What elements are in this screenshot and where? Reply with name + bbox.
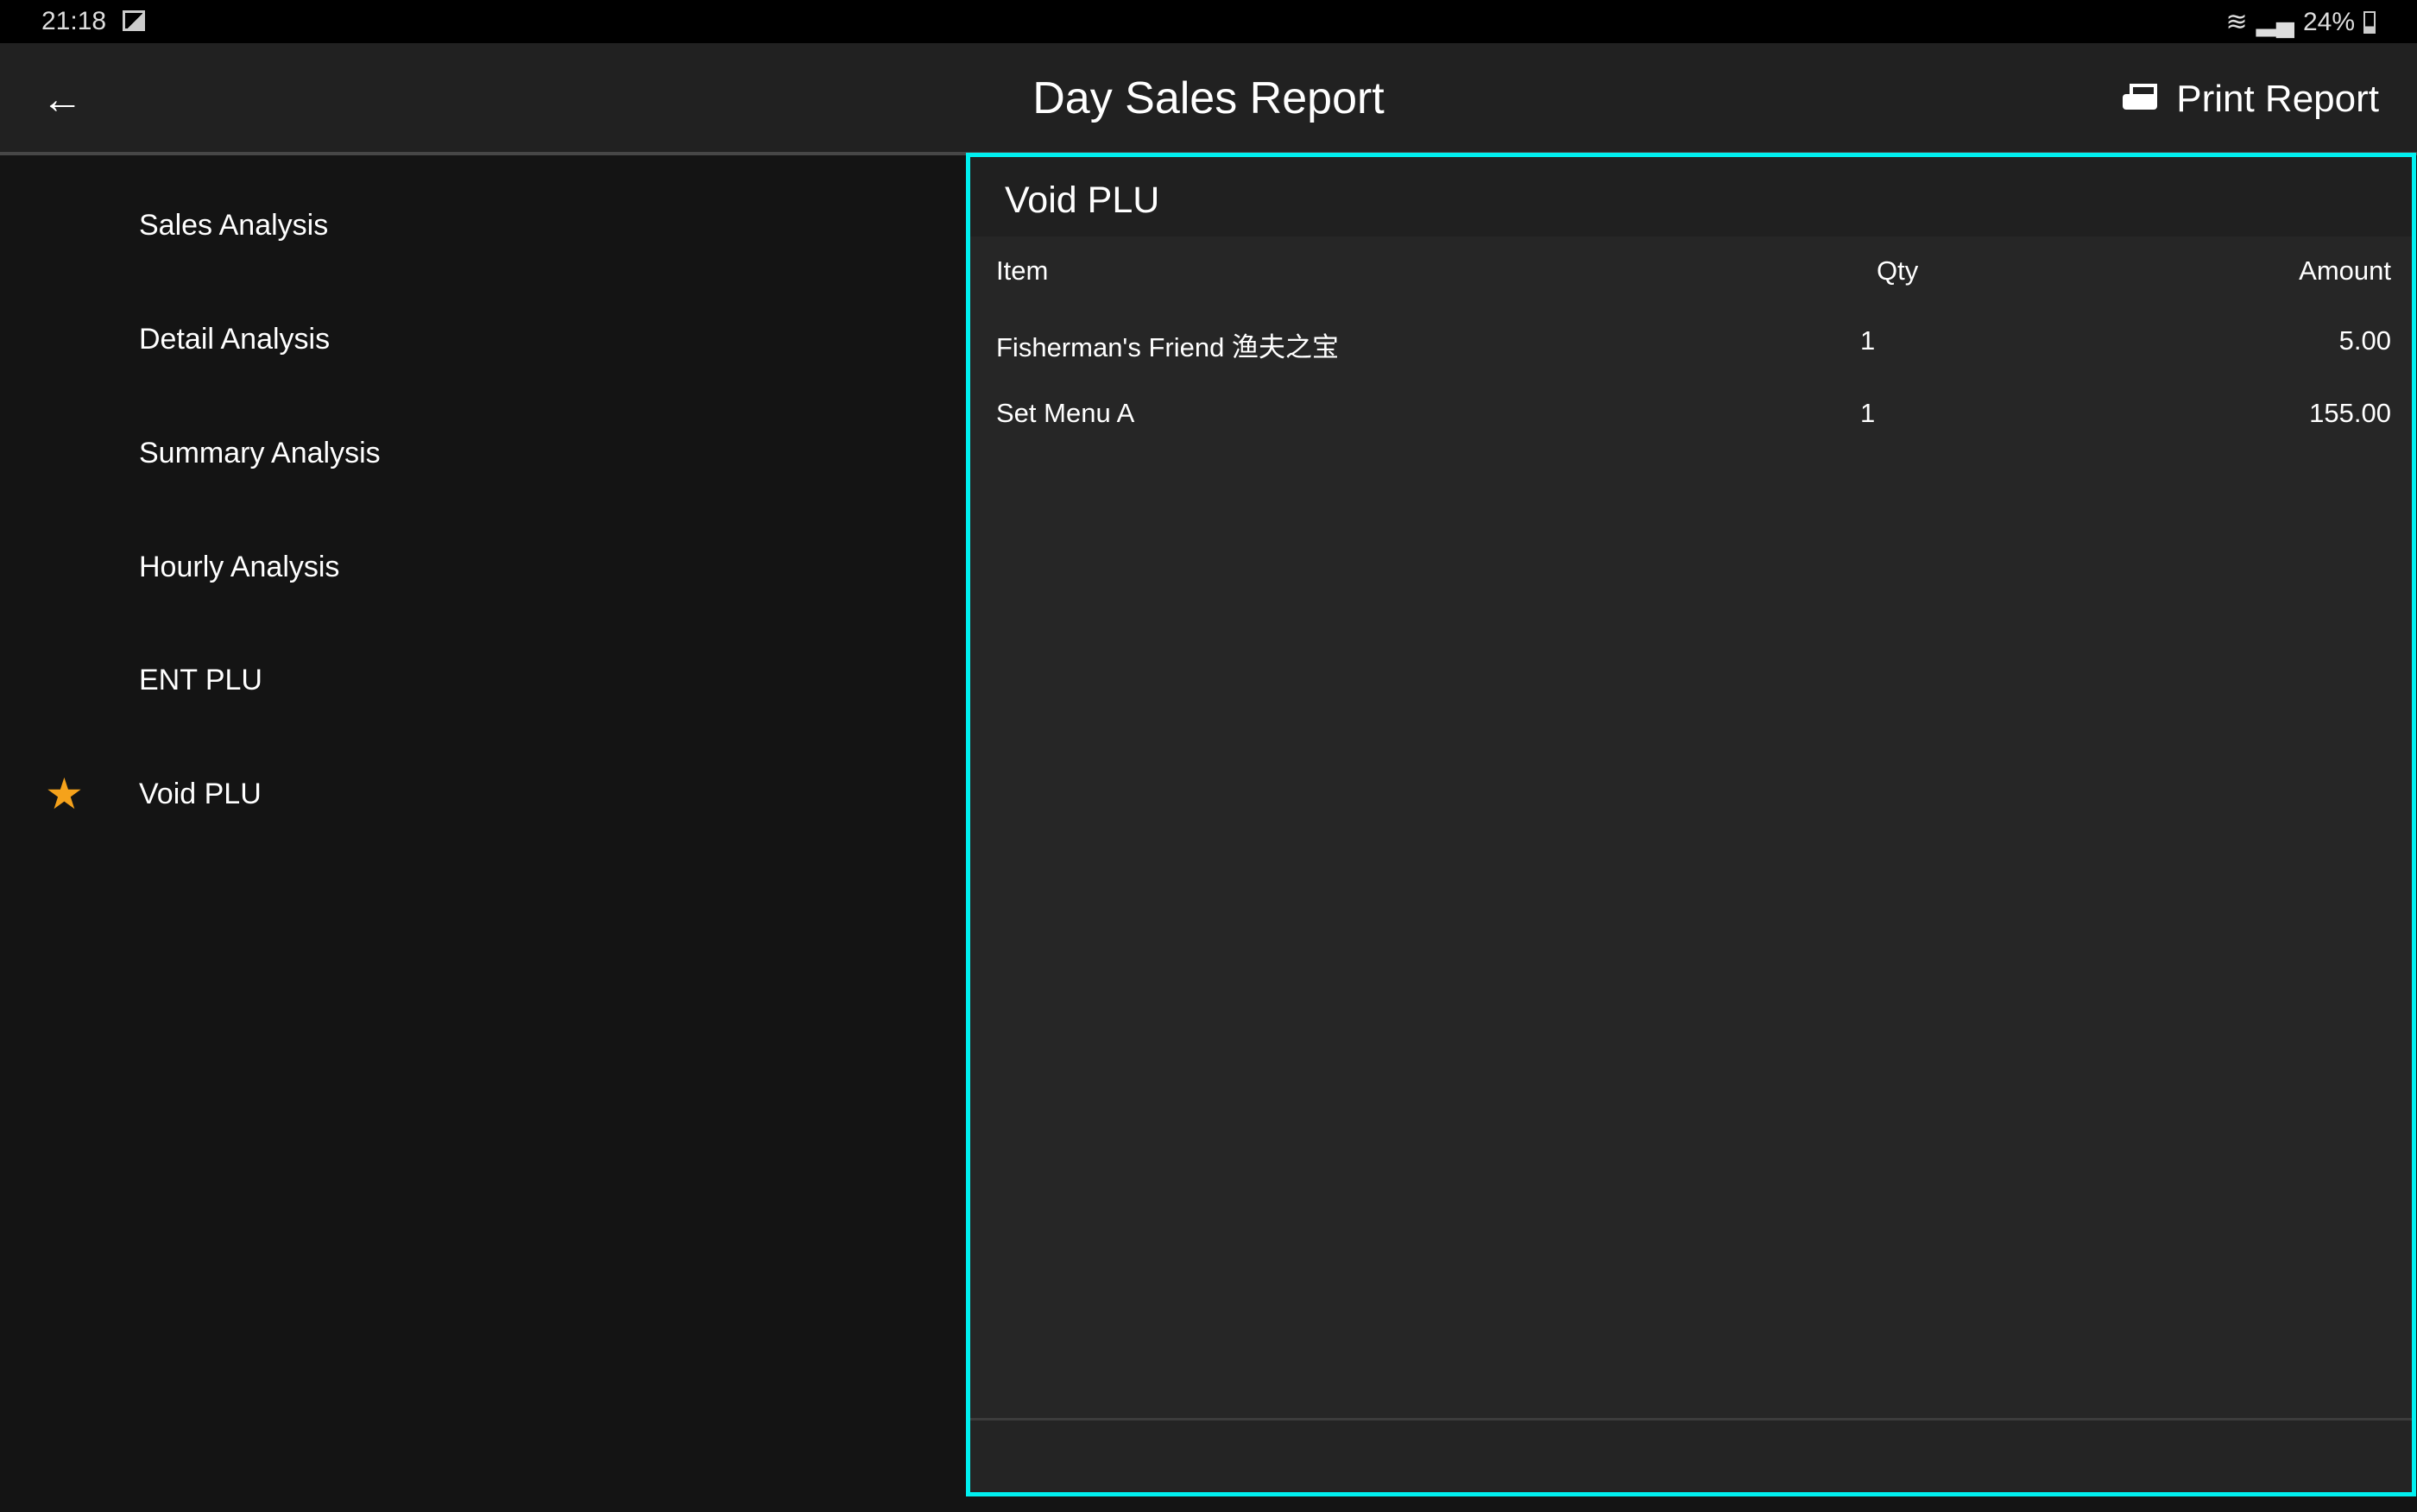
print-report-label: Print Report xyxy=(2176,78,2379,120)
bottom-spacer xyxy=(965,1496,2417,1512)
column-header-item: Item xyxy=(996,255,1049,286)
sidebar-item-ent-plu[interactable]: ENT PLU xyxy=(0,633,965,728)
sidebar-item-hourly-analysis[interactable]: Hourly Analysis xyxy=(0,520,965,614)
page-title: Day Sales Report xyxy=(1032,73,1385,123)
print-report-button[interactable]: Print Report xyxy=(2123,78,2379,121)
cell-amount: 155.00 xyxy=(2309,398,2391,428)
sidebar-item-label: ENT PLU xyxy=(139,664,262,696)
cell-amount: 5.00 xyxy=(2338,325,2391,356)
sidebar: Sales Analysis Detail Analysis Summary A… xyxy=(0,159,965,1512)
cell-item: Fisherman's Friend 渔夫之宝 xyxy=(996,332,1339,362)
cell-qty: 1 xyxy=(1860,325,1876,356)
printer-icon xyxy=(2123,84,2158,115)
sidebar-item-summary-analysis[interactable]: Summary Analysis xyxy=(0,406,965,501)
sidebar-item-label: Hourly Analysis xyxy=(139,551,340,583)
sidebar-item-label: Summary Analysis xyxy=(139,437,381,469)
cell-item: Set Menu A xyxy=(996,398,1135,428)
sidebar-item-sales-analysis[interactable]: Sales Analysis xyxy=(0,178,965,273)
panel-footer xyxy=(970,1418,2412,1492)
sidebar-item-detail-analysis[interactable]: Detail Analysis xyxy=(0,292,965,387)
app-header: ← Day Sales Report Print Report xyxy=(0,43,2417,155)
status-bar: 21:18 ≋ ▂▄ 24% xyxy=(0,0,2417,43)
report-panel: Void PLU Item Qty Amount Fisherman's Fri… xyxy=(966,153,2416,1496)
image-icon xyxy=(123,10,145,31)
wifi-icon: ≋ xyxy=(2225,8,2248,36)
sidebar-item-label: Void PLU xyxy=(139,778,262,810)
status-time: 21:18 xyxy=(41,7,107,35)
battery-percent: 24% xyxy=(2302,7,2355,36)
battery-icon xyxy=(2363,10,2376,34)
signal-icon: ▂▄ xyxy=(2256,8,2294,36)
sidebar-item-label: Sales Analysis xyxy=(139,209,329,242)
cell-qty: 1 xyxy=(1860,398,1876,428)
sidebar-item-label: Detail Analysis xyxy=(139,323,331,356)
star-icon: ★ xyxy=(45,770,84,818)
sidebar-item-void-plu[interactable]: ★ Void PLU xyxy=(0,747,965,841)
panel-title: Void PLU xyxy=(970,157,2412,236)
column-header-amount: Amount xyxy=(2299,255,2391,286)
arrow-left-icon[interactable]: ← xyxy=(41,77,83,123)
column-header-qty: Qty xyxy=(1877,255,1919,286)
